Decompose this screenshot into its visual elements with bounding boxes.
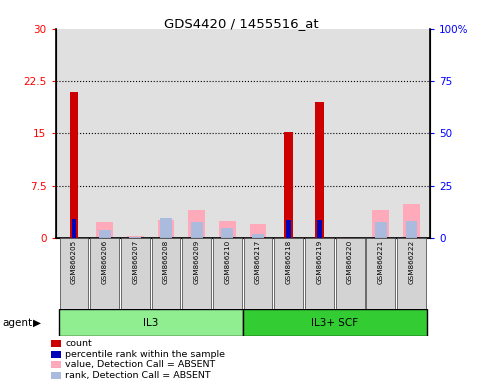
Bar <box>129 237 141 238</box>
Bar <box>219 221 236 238</box>
Text: GSM866221: GSM866221 <box>378 240 384 285</box>
Text: GSM866206: GSM866206 <box>101 240 108 285</box>
Bar <box>243 238 272 309</box>
Bar <box>96 222 113 238</box>
Bar <box>367 238 395 309</box>
Text: GSM866222: GSM866222 <box>409 240 414 285</box>
Bar <box>375 222 387 238</box>
Text: GSM866220: GSM866220 <box>347 240 353 285</box>
Bar <box>99 230 111 238</box>
Bar <box>403 204 420 238</box>
Bar <box>284 132 293 238</box>
Text: GDS4420 / 1455516_at: GDS4420 / 1455516_at <box>164 17 319 30</box>
Text: GSM866210: GSM866210 <box>225 240 230 285</box>
Bar <box>222 228 233 238</box>
Bar <box>121 238 150 309</box>
Bar <box>315 102 324 238</box>
Bar <box>305 238 334 309</box>
Bar <box>336 238 365 309</box>
Bar <box>213 238 242 309</box>
Bar <box>317 220 322 238</box>
Text: GSM866217: GSM866217 <box>255 240 261 285</box>
Text: GSM866205: GSM866205 <box>71 240 77 285</box>
Bar <box>152 238 181 309</box>
Bar <box>372 210 389 238</box>
Text: percentile rank within the sample: percentile rank within the sample <box>65 349 225 359</box>
Bar <box>182 238 211 309</box>
Text: GSM866207: GSM866207 <box>132 240 138 285</box>
Text: value, Detection Call = ABSENT: value, Detection Call = ABSENT <box>65 360 215 369</box>
Text: ▶: ▶ <box>33 318 41 328</box>
Bar <box>59 238 88 309</box>
Bar <box>58 309 243 336</box>
Text: count: count <box>65 339 92 348</box>
Bar <box>71 219 76 238</box>
Bar <box>188 210 205 238</box>
Text: IL3+ SCF: IL3+ SCF <box>311 318 358 328</box>
Bar <box>127 236 144 238</box>
Bar <box>406 221 417 238</box>
Text: agent: agent <box>2 318 32 328</box>
Bar <box>250 225 267 238</box>
Bar <box>286 220 291 238</box>
Text: rank, Detection Call = ABSENT: rank, Detection Call = ABSENT <box>65 371 211 380</box>
Text: GSM866208: GSM866208 <box>163 240 169 285</box>
Bar <box>191 222 202 238</box>
Bar <box>70 91 78 238</box>
Bar <box>341 237 358 238</box>
Text: IL3: IL3 <box>143 318 158 328</box>
Bar <box>160 218 172 238</box>
Bar <box>90 238 119 309</box>
Text: GSM866218: GSM866218 <box>286 240 292 285</box>
Bar <box>397 238 426 309</box>
Bar <box>157 220 174 238</box>
Text: GSM866209: GSM866209 <box>194 240 199 285</box>
Bar <box>274 238 303 309</box>
Text: GSM866219: GSM866219 <box>316 240 323 285</box>
Bar <box>243 309 427 336</box>
Bar <box>252 234 264 238</box>
